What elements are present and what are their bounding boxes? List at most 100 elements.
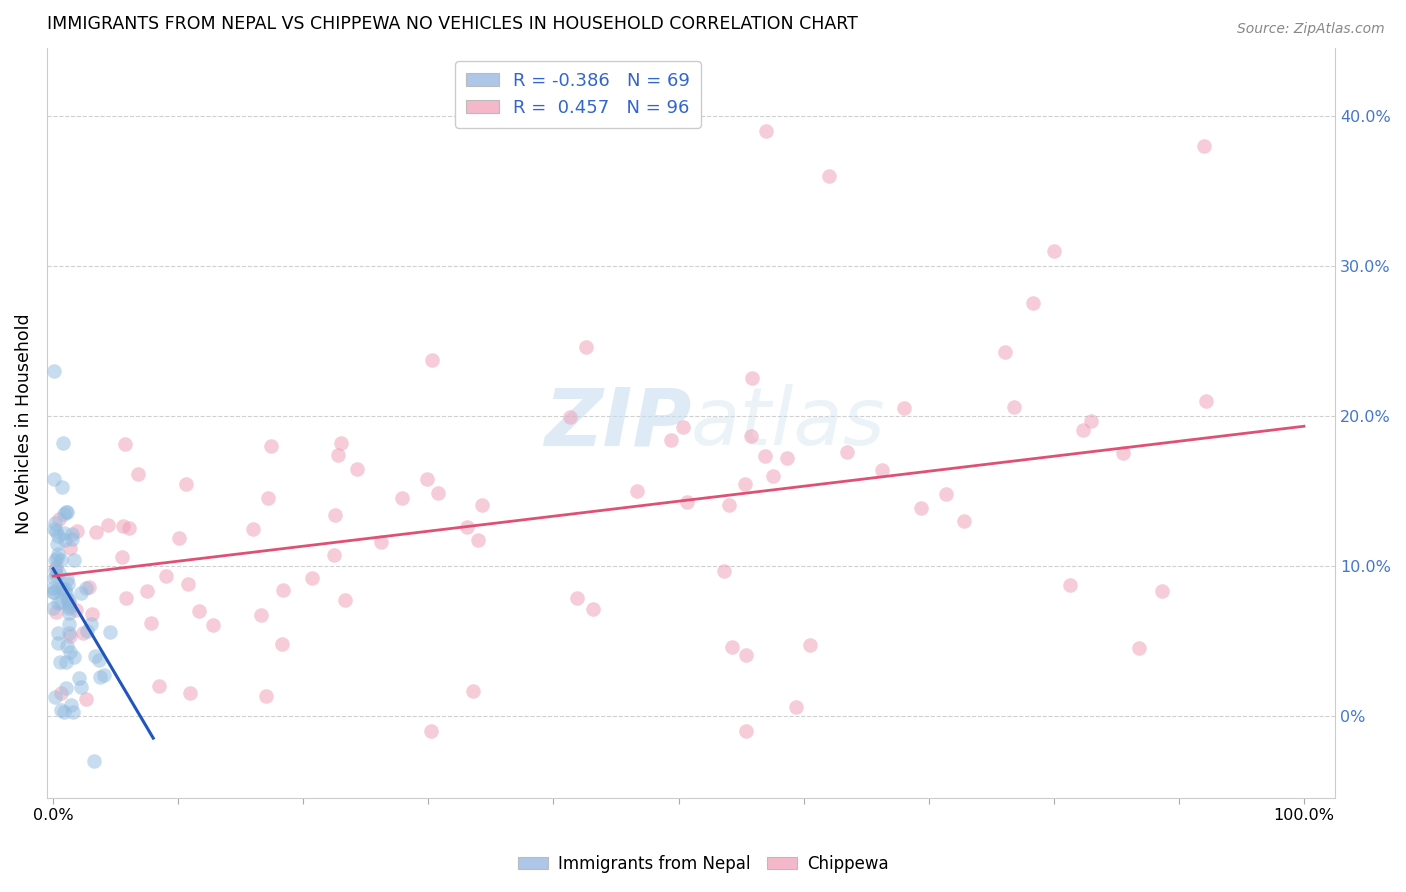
Point (58, 616, 80, 631)
Point (52, 526, 75, 541)
Point (45, 551, 67, 566)
Legend: R = -0.386   N = 69, R =  0.457   N = 96: R = -0.386 N = 69, R = 0.457 N = 96 (456, 62, 700, 128)
Point (994, 344, 1017, 359)
Point (63, 553, 86, 567)
Point (58, 606, 80, 620)
Point (260, 439, 283, 453)
Point (461, 684, 484, 698)
Point (58, 593, 80, 607)
Point (391, 491, 413, 505)
Point (114, 436, 136, 450)
Point (734, 723, 756, 738)
Point (169, 531, 191, 545)
Point (42, 601, 65, 615)
Point (49, 655, 72, 669)
Point (799, 638, 821, 652)
Point (72, 625, 94, 640)
Point (148, 679, 170, 693)
Point (80, 607, 103, 622)
Point (45, 605, 67, 619)
Point (44, 563, 66, 577)
Y-axis label: No Vehicles in Household: No Vehicles in Household (15, 313, 32, 533)
Point (118, 521, 141, 535)
Point (720, 640, 742, 654)
Point (93, 668, 115, 682)
Point (51, 480, 73, 494)
Point (330, 436, 353, 450)
Point (49, 553, 72, 567)
Point (734, 477, 756, 491)
Point (97, 517, 120, 532)
Point (127, 467, 149, 482)
Point (48, 566, 70, 580)
Point (776, 451, 799, 466)
Point (42, 584, 65, 599)
Point (346, 461, 368, 475)
Point (1059, 578, 1081, 592)
Point (52, 436, 75, 450)
Point (48, 512, 70, 526)
Point (51, 582, 73, 597)
Point (42, 472, 65, 486)
Point (713, 564, 735, 578)
Point (740, 428, 762, 442)
Point (111, 550, 134, 565)
Point (870, 463, 893, 477)
Point (89, 653, 111, 667)
Point (910, 500, 932, 515)
Point (271, 582, 294, 597)
Point (456, 520, 478, 534)
Point (66, 524, 89, 539)
Point (250, 607, 273, 622)
Point (139, 615, 162, 630)
Point (328, 448, 350, 462)
Point (419, 723, 441, 738)
Point (70, 586, 93, 600)
Point (55, 505, 77, 519)
Point (242, 522, 264, 536)
Point (179, 685, 201, 699)
Point (84, 525, 107, 540)
Point (46, 548, 69, 562)
Text: ZIP: ZIP (544, 384, 692, 462)
Point (785, 700, 807, 714)
Point (59, 541, 82, 555)
Point (558, 410, 581, 425)
Text: Source: ZipAtlas.com: Source: ZipAtlas.com (1237, 22, 1385, 37)
Point (112, 519, 135, 533)
Point (52, 705, 75, 719)
Point (420, 353, 443, 368)
Point (45, 537, 67, 551)
Point (322, 548, 344, 562)
Text: IMMIGRANTS FROM NEPAL VS CHIPPEWA NO VEHICLES IN HOUSEHOLD CORRELATION CHART: IMMIGRANTS FROM NEPAL VS CHIPPEWA NO VEH… (46, 15, 858, 33)
Legend: Immigrants from Nepal, Chippewa: Immigrants from Nepal, Chippewa (510, 848, 896, 880)
Point (567, 591, 589, 605)
Point (1080, 414, 1102, 428)
Point (53, 507, 76, 521)
Point (735, 648, 758, 663)
Point (893, 401, 915, 415)
Point (58, 626, 80, 640)
Point (89, 669, 111, 683)
Point (55, 585, 77, 599)
Text: atlas: atlas (692, 384, 886, 462)
Point (270, 637, 292, 651)
Point (953, 514, 976, 528)
Point (44, 364, 66, 378)
Point (762, 469, 785, 483)
Point (174, 476, 197, 491)
Point (755, 124, 778, 138)
Point (53, 582, 76, 596)
Point (51, 594, 73, 608)
Point (75, 691, 97, 706)
Point (58, 577, 80, 591)
Point (63, 649, 86, 664)
Point (44, 521, 66, 535)
Point (370, 535, 392, 549)
Point (817, 169, 839, 183)
Point (59, 629, 82, 643)
Point (256, 491, 278, 505)
Point (48, 529, 70, 543)
Point (67, 671, 90, 685)
Point (136, 584, 159, 599)
